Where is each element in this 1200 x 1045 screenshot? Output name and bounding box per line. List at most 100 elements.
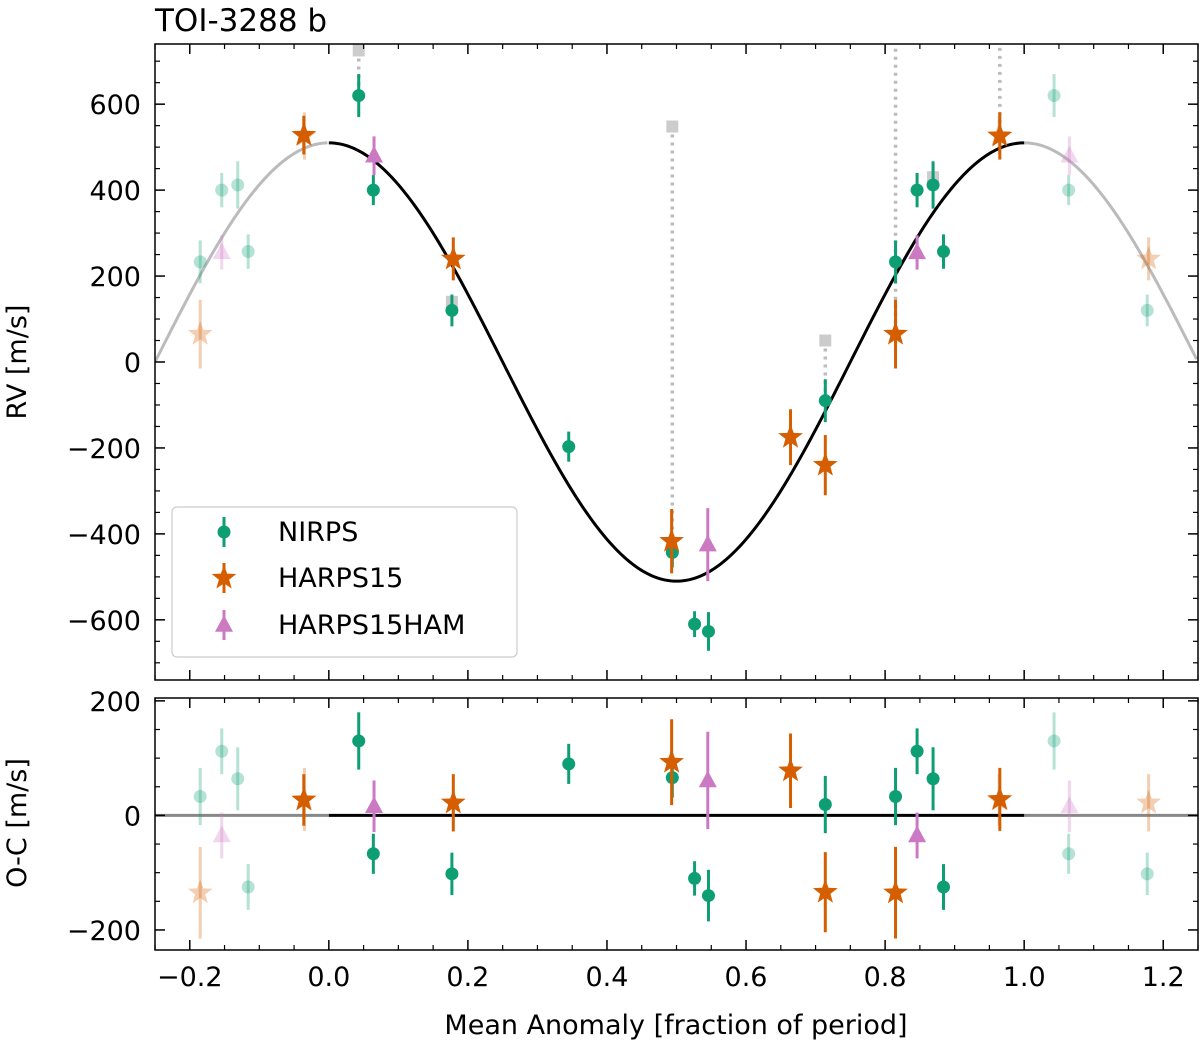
harps15-rv-point — [883, 321, 908, 345]
harps15-residual-point — [440, 789, 466, 814]
nirps-rv-point — [1140, 303, 1154, 317]
legend-frame — [171, 506, 518, 658]
nirps-rv-point — [366, 183, 380, 197]
x-tick-label: 0.0 — [307, 962, 350, 993]
x-tick-label: 0.2 — [446, 962, 489, 993]
rv-model-marker — [819, 334, 832, 347]
harps15-residual-point — [812, 879, 838, 903]
nirps-residual-point — [562, 757, 576, 771]
residual-y-tick-label: −200 — [67, 916, 141, 947]
rv-y-tick-label: 600 — [89, 90, 141, 121]
nirps-residual-point — [889, 790, 903, 804]
harps15-rv-point — [778, 424, 803, 448]
residual-y-axis-label: O-C [m/s] — [2, 758, 33, 888]
rv-y-tick-label: −600 — [67, 606, 141, 637]
rv-y-tick-label: −400 — [67, 520, 141, 551]
harps15-rv-point — [292, 122, 317, 147]
nirps-residual-point — [688, 871, 702, 885]
rv-model-marker — [352, 44, 365, 57]
rv-y-tick-label: 0 — [124, 348, 141, 379]
harps15ham-residual-point — [212, 825, 231, 843]
residual-axes: −0.2 0.0 0.2 0.4 0.6 0.8 1.0 1.2 −200 0 200 — [67, 687, 1199, 993]
nirps-rv-point — [231, 178, 245, 192]
residual-panel: −0.2 0.0 0.2 0.4 0.6 0.8 1.0 1.2 −200 0 200 O-C [m… — [2, 687, 1199, 993]
harps15-residual-point — [292, 786, 317, 810]
nirps-rv-point — [1062, 183, 1076, 197]
rv-y-tick-label: 400 — [89, 176, 141, 207]
nirps-rv-point — [688, 617, 702, 631]
legend-markers — [211, 517, 237, 640]
harps15-residual-point — [987, 786, 1013, 810]
nirps-rv-point — [701, 624, 715, 638]
harps15ham-residual-point — [365, 796, 384, 813]
nirps-rv-point — [241, 245, 255, 259]
harps15ham-rv-point — [365, 145, 384, 163]
nirps-rv-point — [562, 440, 576, 454]
nirps-rv-point — [910, 183, 924, 197]
nirps-rv-point — [937, 245, 951, 259]
nirps-rv-point — [193, 255, 207, 269]
x-tick-label: 0.4 — [585, 962, 628, 993]
harps15-rv-point — [187, 321, 213, 345]
nirps-residual-point — [445, 867, 459, 881]
nirps-residual-point — [352, 734, 366, 748]
nirps-rv-point — [1047, 89, 1061, 103]
x-axis-label: Mean Anomaly [fraction of period] — [444, 1010, 907, 1041]
rv-model-wrap-right — [1024, 141, 1198, 360]
residual-plot-frame — [154, 697, 1199, 951]
harps15-rv-point — [659, 528, 684, 552]
harps15-residual-point — [187, 879, 213, 904]
nirps-residual-point — [818, 798, 832, 812]
rv-axes: −600 −400 −200 0 200 400 600 — [67, 44, 1199, 680]
rv-model-wrap-left — [155, 141, 328, 363]
legend-label-harps15: HARPS15 — [278, 563, 403, 594]
chart-title: TOI-3288 b — [154, 3, 327, 39]
nirps-rv-point — [818, 394, 832, 408]
rv-y-axis-label: RV [m/s] — [2, 305, 33, 420]
legend: NIRPS HARPS15 HARPS15HAM — [171, 506, 518, 658]
nirps-residual-point — [241, 880, 255, 894]
harps15ham-residual-point — [1060, 796, 1079, 813]
nirps-rv-point — [215, 183, 229, 197]
harps15-rv-point — [1136, 245, 1161, 270]
legend-nirps-marker — [217, 525, 231, 539]
x-tick-label: 1.0 — [1003, 962, 1046, 993]
nirps-residual-point — [1062, 847, 1076, 861]
harps15-residual-point — [291, 786, 317, 811]
legend-label-nirps: NIRPS — [278, 517, 358, 548]
harps15-rv-point — [291, 122, 317, 146]
harps15-residual-point — [778, 757, 803, 782]
harps15ham-rv-point — [1060, 145, 1079, 163]
residual-y-tick-label: 200 — [89, 687, 141, 718]
harps15-rv-point — [812, 452, 838, 476]
legend-label-harps15ham: HARPS15HAM — [278, 610, 465, 641]
harps15ham-residual-point — [698, 770, 717, 788]
harps15-residual-point — [659, 749, 684, 773]
nirps-residual-point — [1140, 867, 1154, 881]
rv-panel: −600 −400 −200 0 200 400 600 RV [m/s] NIRPS HA… — [2, 43, 1199, 681]
nirps-rv-point — [889, 255, 903, 269]
harps15-residual-point — [883, 879, 908, 904]
x-tick-label: 0.8 — [864, 962, 907, 993]
residual-data-points — [187, 712, 1161, 939]
rv-model-main — [328, 141, 1025, 583]
harps15ham-residual-point — [908, 825, 927, 843]
rv-model-curve — [155, 141, 1198, 583]
nirps-residual-point — [366, 847, 380, 861]
x-tick-label: 1.2 — [1142, 962, 1185, 993]
nirps-rv-point — [445, 303, 459, 317]
nirps-residual-point — [926, 772, 940, 786]
nirps-residual-point — [1047, 734, 1061, 748]
rv-y-tick-label: −200 — [67, 434, 141, 465]
rv-model-connectors — [352, 44, 1002, 553]
nirps-residual-point — [701, 889, 715, 903]
nirps-residual-point — [231, 772, 245, 786]
nirps-residual-point — [937, 880, 951, 894]
harps15ham-rv-point — [698, 534, 717, 552]
nirps-residual-point — [910, 744, 924, 758]
residual-y-tick-label: 0 — [124, 801, 141, 832]
nirps-rv-point — [926, 178, 940, 192]
rv-y-tick-label: 200 — [89, 262, 141, 293]
harps15-residual-point — [1136, 789, 1161, 814]
